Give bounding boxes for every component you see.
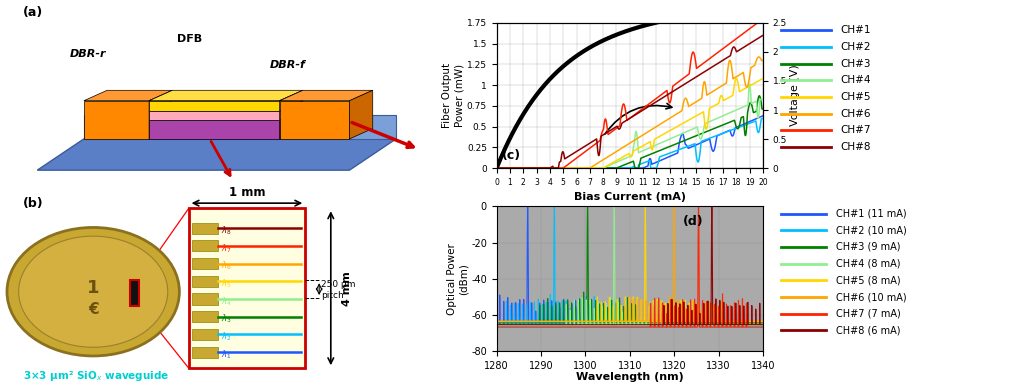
Circle shape [18, 236, 168, 347]
Bar [191, 329, 217, 340]
Text: 3×3 μm² SiO$_x$ waveguide: 3×3 μm² SiO$_x$ waveguide [24, 369, 170, 382]
Text: $\lambda_{7}$: $\lambda_{7}$ [221, 242, 231, 254]
Text: CH#8 (6 mA): CH#8 (6 mA) [836, 325, 900, 335]
Y-axis label: Optical Power
(dBm): Optical Power (dBm) [446, 243, 468, 315]
Text: 4 mm: 4 mm [342, 271, 352, 306]
Text: DBR-f: DBR-f [270, 60, 306, 70]
Text: CH#3: CH#3 [841, 58, 871, 68]
Text: CH#1 (11 mA): CH#1 (11 mA) [836, 209, 906, 219]
Text: CH#7: CH#7 [841, 125, 871, 135]
Text: $\lambda_{2}$: $\lambda_{2}$ [221, 331, 231, 343]
Bar [191, 240, 217, 251]
Bar [191, 311, 217, 322]
Polygon shape [37, 139, 396, 170]
Text: CH#2 (10 mA): CH#2 (10 mA) [836, 225, 906, 235]
Text: (d): (d) [683, 215, 703, 228]
Text: CH#4: CH#4 [841, 75, 871, 85]
Text: 1: 1 [87, 279, 99, 297]
Polygon shape [150, 109, 303, 120]
Text: CH#6: CH#6 [841, 108, 871, 119]
Text: CH#7 (7 mA): CH#7 (7 mA) [836, 309, 900, 319]
Bar [191, 258, 217, 269]
Polygon shape [150, 101, 303, 111]
Polygon shape [84, 101, 150, 139]
Polygon shape [280, 109, 303, 139]
Polygon shape [150, 120, 280, 139]
Polygon shape [280, 90, 303, 111]
Text: (b): (b) [24, 197, 44, 210]
Y-axis label: Fiber Output
Power (mW): Fiber Output Power (mW) [442, 63, 464, 128]
Text: €: € [88, 301, 98, 317]
Text: Wavelength (nm): Wavelength (nm) [575, 372, 684, 382]
Text: CH#5 (8 mA): CH#5 (8 mA) [836, 275, 900, 285]
Bar [191, 223, 217, 234]
Text: CH#5: CH#5 [841, 92, 871, 102]
Polygon shape [150, 90, 172, 139]
Polygon shape [150, 101, 280, 111]
Text: (c): (c) [502, 149, 521, 162]
Text: $\lambda_{5}$: $\lambda_{5}$ [221, 277, 231, 290]
Polygon shape [84, 90, 172, 101]
Circle shape [7, 227, 179, 356]
Text: DFB: DFB [177, 34, 202, 44]
Text: DBR-r: DBR-r [70, 49, 106, 59]
Text: CH#3 (9 mA): CH#3 (9 mA) [836, 242, 900, 252]
Polygon shape [84, 115, 396, 139]
Polygon shape [280, 90, 373, 101]
Bar [191, 346, 217, 358]
Text: $\lambda_{8}$: $\lambda_{8}$ [221, 224, 232, 237]
Text: 1 mm: 1 mm [228, 186, 265, 199]
Text: CH#1: CH#1 [841, 25, 871, 35]
FancyBboxPatch shape [188, 208, 305, 368]
Polygon shape [280, 101, 303, 120]
Text: CH#2: CH#2 [841, 42, 871, 52]
Text: 250 μm
pitch: 250 μm pitch [322, 280, 356, 299]
Text: CH#4 (8 mA): CH#4 (8 mA) [836, 259, 900, 269]
Polygon shape [349, 90, 373, 139]
Polygon shape [280, 101, 349, 139]
Text: CH#6 (10 mA): CH#6 (10 mA) [836, 292, 906, 302]
Bar [191, 276, 217, 287]
Bar [191, 293, 217, 304]
Polygon shape [150, 111, 280, 120]
Y-axis label: Voltage (V): Voltage (V) [790, 65, 800, 126]
Text: $\lambda_{4}$: $\lambda_{4}$ [221, 295, 232, 308]
Text: $\lambda_{1}$: $\lambda_{1}$ [221, 348, 231, 361]
Polygon shape [150, 90, 303, 101]
Text: $\lambda_{6}$: $\lambda_{6}$ [221, 260, 232, 272]
X-axis label: Bias Current (mA): Bias Current (mA) [573, 193, 686, 202]
Text: (a): (a) [24, 6, 44, 19]
Text: $\lambda_{3}$: $\lambda_{3}$ [221, 313, 232, 325]
Text: CH#8: CH#8 [841, 142, 871, 152]
Bar [130, 280, 139, 306]
